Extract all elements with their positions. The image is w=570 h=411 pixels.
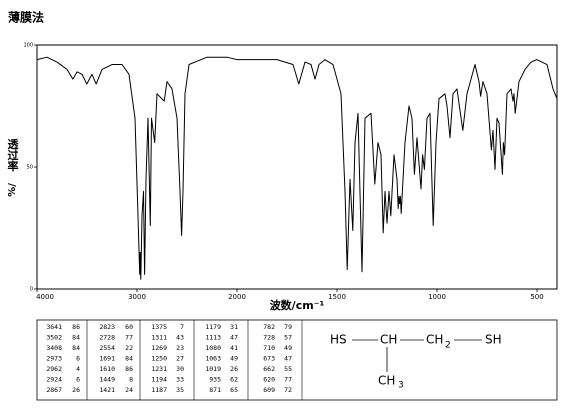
atom: CH bbox=[378, 374, 395, 388]
wavenumber-cell: 1063 bbox=[205, 355, 221, 363]
spectrum-line bbox=[36, 56, 558, 280]
structure: HS CH CH 2 SH CH 3 bbox=[330, 333, 502, 391]
transmittance-cell: 86 bbox=[125, 365, 133, 373]
wavenumber-cell: 3641 bbox=[46, 323, 62, 331]
wavenumber-cell: 1187 bbox=[151, 386, 167, 394]
transmittance-cell: 43 bbox=[176, 334, 184, 342]
transmittance-cell: 84 bbox=[125, 355, 133, 363]
table-dividers bbox=[86, 320, 303, 400]
wavenumber-cell: 609 bbox=[263, 386, 275, 394]
chart-title: 薄膜法 bbox=[8, 10, 44, 25]
transmittance-cell: 77 bbox=[284, 376, 292, 384]
wavenumber-cell: 935 bbox=[209, 376, 221, 384]
x-tick-label: 2000 bbox=[228, 293, 246, 301]
wavenumber-cell: 1269 bbox=[151, 344, 167, 352]
wavenumber-cell: 1311 bbox=[151, 334, 167, 342]
y-tick-label: 50 bbox=[27, 165, 33, 171]
atom: CH bbox=[426, 333, 443, 347]
transmittance-cell: 65 bbox=[230, 386, 238, 394]
transmittance-cell: 31 bbox=[230, 323, 238, 331]
atom: CH bbox=[380, 333, 397, 347]
x-tick-label: 1000 bbox=[428, 293, 446, 301]
subscript: 3 bbox=[398, 381, 404, 391]
wavenumber-cell: 3408 bbox=[46, 344, 62, 352]
wavenumber-cell: 2823 bbox=[99, 323, 115, 331]
transmittance-cell: 8 bbox=[129, 376, 133, 384]
y-axis-label: 透过率 bbox=[6, 138, 19, 172]
wavenumber-cell: 1194 bbox=[151, 376, 167, 384]
transmittance-cell: 57 bbox=[284, 334, 292, 342]
wavenumber-cell: 1250 bbox=[151, 355, 167, 363]
info-frame bbox=[36, 319, 558, 401]
x-tick-label: 1500 bbox=[328, 293, 346, 301]
x-tick-label: 3000 bbox=[128, 293, 146, 301]
wavenumber-cell: 1113 bbox=[205, 334, 221, 342]
x-tick-label: 500 bbox=[530, 293, 543, 301]
transmittance-cell: 6 bbox=[76, 376, 80, 384]
transmittance-cell: 27 bbox=[176, 355, 184, 363]
y-tick-label: 100 bbox=[23, 43, 33, 49]
wavenumber-cell: 2554 bbox=[99, 344, 115, 352]
transmittance-cell: 35 bbox=[176, 386, 184, 394]
wavenumber-cell: 782 bbox=[263, 323, 275, 331]
y-axis-unit: %/ bbox=[7, 183, 18, 197]
transmittance-cell: 86 bbox=[72, 323, 80, 331]
wavenumber-cell: 1449 bbox=[99, 376, 115, 384]
x-axis-label: 波数/cm⁻¹ bbox=[270, 298, 325, 312]
wavenumber-cell: 620 bbox=[263, 376, 275, 384]
subscript: 2 bbox=[445, 341, 451, 351]
transmittance-cell: 23 bbox=[176, 344, 184, 352]
transmittance-cell: 79 bbox=[284, 323, 292, 331]
transmittance-cell: 26 bbox=[230, 365, 238, 373]
x-tick-label: 4000 bbox=[36, 293, 54, 301]
wavenumber-cell: 728 bbox=[263, 334, 275, 342]
transmittance-cell: 47 bbox=[230, 334, 238, 342]
wavenumber-cell: 662 bbox=[263, 365, 275, 373]
wavenumber-cell: 871 bbox=[209, 386, 221, 394]
wavenumber-cell: 1231 bbox=[151, 365, 167, 373]
transmittance-cell: 72 bbox=[284, 386, 292, 394]
transmittance-cell: 77 bbox=[125, 334, 133, 342]
wavenumber-cell: 2728 bbox=[99, 334, 115, 342]
wavenumber-cell: 2973 bbox=[46, 355, 62, 363]
transmittance-cell: 49 bbox=[284, 344, 292, 352]
wavenumber-cell: 1691 bbox=[99, 355, 115, 363]
transmittance-cell: 47 bbox=[284, 355, 292, 363]
wavenumber-cell: 2962 bbox=[46, 365, 62, 373]
y-tick-label: 0 bbox=[30, 287, 33, 293]
wavenumber-cell: 2867 bbox=[46, 386, 62, 394]
transmittance-cell: 62 bbox=[230, 376, 238, 384]
transmittance-cell: 84 bbox=[72, 344, 80, 352]
wavenumber-cell: 1375 bbox=[151, 323, 167, 331]
wavenumber-cell: 1080 bbox=[205, 344, 221, 352]
transmittance-cell: 55 bbox=[284, 365, 292, 373]
transmittance-cell: 24 bbox=[125, 386, 133, 394]
wavenumber-cell: 3502 bbox=[46, 334, 62, 342]
wavenumber-cell: 710 bbox=[263, 344, 275, 352]
transmittance-cell: 6 bbox=[76, 355, 80, 363]
transmittance-cell: 4 bbox=[76, 365, 80, 373]
wavenumber-cell: 1179 bbox=[205, 323, 221, 331]
transmittance-cell: 41 bbox=[230, 344, 238, 352]
transmittance-cell: 84 bbox=[72, 334, 80, 342]
transmittance-cell: 60 bbox=[125, 323, 133, 331]
wavenumber-cell: 673 bbox=[263, 355, 275, 363]
wavenumber-cell: 1610 bbox=[99, 365, 115, 373]
atom: HS bbox=[330, 333, 347, 347]
wavenumber-cell: 1019 bbox=[205, 365, 221, 373]
transmittance-cell: 33 bbox=[176, 376, 184, 384]
transmittance-cell: 7 bbox=[180, 323, 184, 331]
transmittance-cell: 49 bbox=[230, 355, 238, 363]
atom: SH bbox=[485, 333, 502, 347]
wavenumber-cell: 2924 bbox=[46, 376, 62, 384]
transmittance-cell: 22 bbox=[125, 344, 133, 352]
wavenumber-cell: 1421 bbox=[99, 386, 115, 394]
transmittance-cell: 30 bbox=[176, 365, 184, 373]
transmittance-cell: 26 bbox=[72, 386, 80, 394]
